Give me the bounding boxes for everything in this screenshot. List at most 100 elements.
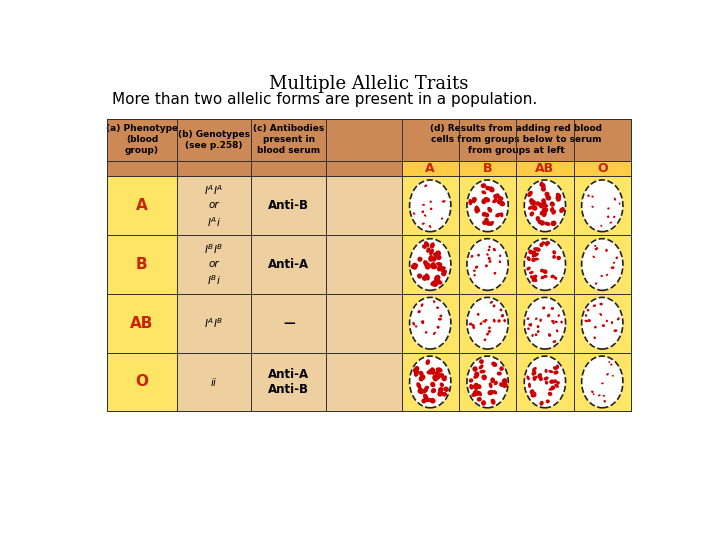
Ellipse shape (431, 281, 436, 286)
Text: (b) Genotypes
(see p.258): (b) Genotypes (see p.258) (178, 130, 250, 150)
Ellipse shape (474, 390, 480, 396)
Ellipse shape (498, 196, 503, 201)
Ellipse shape (490, 399, 495, 405)
Ellipse shape (600, 275, 603, 277)
Ellipse shape (595, 282, 598, 285)
Ellipse shape (531, 250, 536, 255)
Ellipse shape (493, 194, 500, 198)
Ellipse shape (613, 215, 616, 218)
Ellipse shape (534, 258, 539, 261)
Ellipse shape (591, 390, 593, 393)
Text: Anti-A: Anti-A (269, 258, 310, 271)
Ellipse shape (552, 340, 557, 343)
Ellipse shape (601, 382, 604, 384)
Ellipse shape (422, 222, 425, 225)
Ellipse shape (441, 200, 445, 202)
Bar (177, 294, 251, 353)
Ellipse shape (546, 241, 550, 245)
Ellipse shape (474, 205, 479, 212)
Bar (251, 353, 326, 411)
Ellipse shape (432, 256, 436, 262)
Ellipse shape (533, 275, 537, 279)
Bar (574, 294, 631, 353)
Ellipse shape (499, 260, 501, 264)
Ellipse shape (544, 376, 549, 381)
Bar (516, 294, 574, 353)
Ellipse shape (417, 273, 422, 279)
Ellipse shape (526, 375, 530, 380)
Ellipse shape (477, 397, 482, 402)
Ellipse shape (439, 266, 445, 271)
Ellipse shape (542, 211, 546, 217)
Ellipse shape (423, 396, 430, 402)
Ellipse shape (436, 307, 439, 309)
Ellipse shape (526, 267, 531, 271)
Ellipse shape (498, 196, 503, 200)
Ellipse shape (559, 207, 564, 213)
Ellipse shape (600, 225, 602, 227)
Ellipse shape (531, 370, 536, 376)
Ellipse shape (441, 218, 443, 220)
Ellipse shape (539, 210, 545, 215)
Ellipse shape (467, 298, 508, 349)
Ellipse shape (591, 206, 594, 208)
Bar (574, 353, 631, 411)
Ellipse shape (432, 282, 438, 287)
Ellipse shape (549, 380, 555, 384)
Ellipse shape (432, 375, 438, 382)
Text: (d) Results from adding red blood
cells from groups below to serum
from groups a: (d) Results from adding red blood cells … (431, 124, 602, 156)
Ellipse shape (531, 277, 535, 282)
Ellipse shape (437, 390, 444, 396)
Ellipse shape (490, 301, 493, 304)
Ellipse shape (611, 266, 613, 269)
Ellipse shape (532, 392, 536, 397)
Ellipse shape (606, 274, 608, 276)
Ellipse shape (501, 314, 504, 318)
Ellipse shape (593, 255, 595, 258)
Ellipse shape (443, 200, 446, 202)
Ellipse shape (477, 313, 480, 316)
Ellipse shape (484, 339, 487, 341)
Ellipse shape (437, 265, 443, 272)
Ellipse shape (541, 198, 546, 203)
Bar (107, 235, 177, 294)
Bar (251, 294, 326, 353)
Ellipse shape (535, 247, 541, 252)
Text: A: A (426, 162, 435, 176)
Ellipse shape (469, 379, 473, 383)
Ellipse shape (426, 247, 431, 253)
Bar (402, 294, 459, 353)
Ellipse shape (493, 390, 498, 395)
Ellipse shape (556, 197, 561, 202)
Ellipse shape (423, 394, 428, 400)
Ellipse shape (553, 379, 557, 383)
Ellipse shape (430, 200, 432, 203)
Ellipse shape (410, 356, 451, 408)
Ellipse shape (532, 367, 536, 372)
Ellipse shape (545, 381, 548, 384)
Ellipse shape (588, 194, 590, 197)
Ellipse shape (544, 192, 549, 197)
Ellipse shape (490, 221, 494, 226)
Ellipse shape (484, 218, 489, 222)
Ellipse shape (587, 309, 590, 312)
Bar (177, 353, 251, 411)
Ellipse shape (420, 374, 426, 380)
Ellipse shape (423, 260, 428, 266)
Ellipse shape (469, 322, 472, 326)
Ellipse shape (551, 220, 557, 226)
Ellipse shape (441, 271, 446, 276)
Ellipse shape (539, 242, 544, 247)
Ellipse shape (421, 321, 424, 324)
Ellipse shape (544, 221, 551, 226)
Ellipse shape (492, 248, 496, 251)
Bar (177, 177, 251, 235)
Ellipse shape (591, 195, 593, 198)
Ellipse shape (472, 366, 477, 372)
Bar (402, 177, 459, 235)
Ellipse shape (436, 280, 443, 285)
Bar (516, 353, 574, 411)
Ellipse shape (439, 267, 446, 272)
Ellipse shape (430, 264, 437, 269)
Ellipse shape (500, 308, 503, 312)
